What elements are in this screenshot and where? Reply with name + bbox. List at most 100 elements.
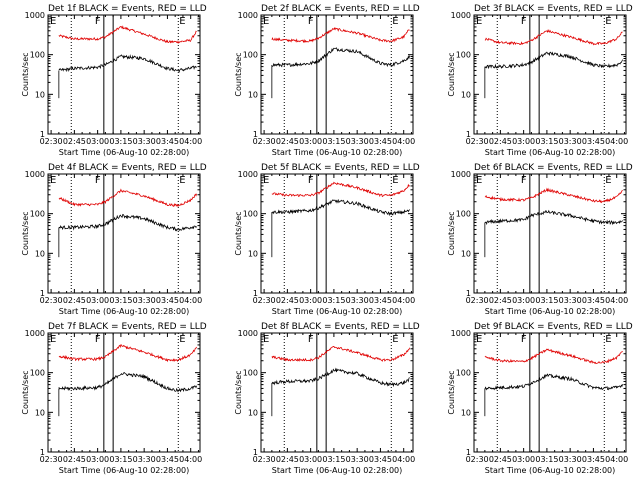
plot-frame (473, 173, 627, 294)
x-tick-label: 03:00 (299, 296, 322, 305)
y-tick-label: 100 (30, 369, 45, 378)
x-tick-label: 03:15 (535, 455, 558, 464)
region-label-f: F (308, 16, 314, 27)
detector-panel-7: Det 7f BLACK = Events, RED = LLD 1 10 100 10… (21, 322, 207, 475)
x-axis-label: Start Time (06-Aug-10 02:28:00) (272, 466, 403, 475)
panel-title: Det 5f BLACK = Events, RED = LLD (261, 163, 420, 173)
detector-panel-8: Det 8f BLACK = Events, RED = LLD 1 10 100 10… (234, 322, 420, 475)
x-axis-label: Start Time (06-Aug-10 02:28:00) (59, 148, 190, 157)
region-label-f: F (95, 16, 101, 27)
x-tick-label: 03:00 (512, 296, 535, 305)
y-tick-label: 10 (461, 408, 471, 417)
x-tick-label: 02:45 (489, 455, 512, 464)
x-tick-label: 03:30 (133, 296, 156, 305)
x-tick-label: 02:45 (276, 455, 299, 464)
y-tick-label: 10 (35, 408, 45, 417)
region-label-e: E (263, 16, 269, 27)
x-tick-label: 03:00 (86, 137, 109, 146)
detector-panel-4: Det 4f BLACK = Events, RED = LLD 1 10 100 10… (21, 163, 207, 316)
x-tick-label: 03:30 (346, 137, 369, 146)
plot-frame (260, 173, 414, 294)
x-tick-label: 03:15 (322, 296, 345, 305)
x-tick-label: 02:45 (63, 296, 86, 305)
x-tick-label: 03:45 (369, 455, 392, 464)
plot-frame (473, 14, 627, 135)
x-tick-label: 03:00 (299, 455, 322, 464)
x-tick-label: 03:00 (512, 137, 535, 146)
region-label-f: F (308, 334, 314, 345)
x-tick-label: 02:30 (253, 455, 276, 464)
x-tick-label: 03:30 (559, 137, 582, 146)
events-series-line (58, 372, 197, 393)
y-axis-label: Counts/sec (447, 52, 456, 96)
panel-title: Det 6f BLACK = Events, RED = LLD (474, 163, 633, 173)
y-tick-label: 1000 (451, 11, 471, 20)
x-tick-label: 02:30 (466, 455, 489, 464)
region-label-e: E (50, 334, 56, 345)
region-label-e: E (476, 16, 482, 27)
x-tick-label: 03:15 (109, 296, 132, 305)
y-axis-label: Counts/sec (21, 370, 30, 414)
region-label-e: E (179, 16, 185, 27)
x-tick-label: 03:15 (322, 455, 345, 464)
x-tick-label: 03:15 (322, 137, 345, 146)
y-tick-label: 100 (243, 51, 258, 60)
y-tick-label: 100 (456, 51, 471, 60)
lld-series-line (484, 187, 623, 204)
x-tick-label: 03:00 (86, 455, 109, 464)
x-tick-label: 02:45 (489, 137, 512, 146)
y-tick-label: 100 (456, 369, 471, 378)
region-label-f: F (521, 175, 527, 186)
panel-title: Det 3f BLACK = Events, RED = LLD (474, 4, 633, 14)
x-axis-label: Start Time (06-Aug-10 02:28:00) (59, 466, 190, 475)
y-tick-label: 1000 (451, 170, 471, 179)
y-tick-label: 10 (248, 249, 258, 258)
y-tick-label: 100 (30, 210, 45, 219)
events-series-line (484, 373, 623, 391)
y-tick-label: 100 (243, 369, 258, 378)
x-tick-label: 03:15 (535, 137, 558, 146)
x-tick-label: 04:00 (392, 137, 415, 146)
region-label-e: E (392, 334, 398, 345)
lld-series-line (58, 188, 197, 208)
x-tick-label: 03:30 (133, 455, 156, 464)
region-label-f: F (95, 334, 101, 345)
plot-frame (260, 332, 414, 453)
y-tick-label: 1 (253, 448, 258, 457)
plot-frame (47, 173, 201, 294)
region-label-e: E (50, 16, 56, 27)
y-tick-label: 100 (243, 210, 258, 219)
region-label-e: E (50, 175, 56, 186)
panel-title: Det 9f BLACK = Events, RED = LLD (474, 322, 633, 332)
x-tick-label: 03:15 (109, 455, 132, 464)
x-tick-label: 04:00 (605, 137, 628, 146)
x-axis-label: Start Time (06-Aug-10 02:28:00) (59, 307, 190, 316)
x-tick-label: 02:30 (253, 137, 276, 146)
x-tick-label: 02:45 (63, 137, 86, 146)
lld-series-line (484, 348, 623, 365)
x-tick-label: 04:00 (179, 455, 202, 464)
x-tick-label: 03:45 (369, 137, 392, 146)
region-label-f: F (95, 175, 101, 186)
x-tick-label: 02:30 (40, 455, 63, 464)
region-label-e: E (179, 334, 185, 345)
x-tick-label: 04:00 (392, 296, 415, 305)
x-axis-label: Start Time (06-Aug-10 02:28:00) (272, 148, 403, 157)
region-label-f: F (308, 175, 314, 186)
y-tick-label: 1 (40, 448, 45, 457)
lld-series-line (484, 28, 623, 46)
y-tick-label: 100 (456, 210, 471, 219)
y-tick-label: 1 (466, 448, 471, 457)
x-tick-label: 03:30 (346, 296, 369, 305)
detector-panel-1: Det 1f BLACK = Events, RED = LLD 1 10 100 10… (21, 4, 207, 157)
y-axis-label: Counts/sec (234, 52, 243, 96)
detector-panel-3: Det 3f BLACK = Events, RED = LLD 1 10 100 10… (447, 4, 633, 157)
y-axis-label: Counts/sec (21, 52, 30, 96)
x-tick-label: 04:00 (605, 296, 628, 305)
y-tick-label: 1000 (238, 11, 258, 20)
y-tick-label: 1000 (238, 329, 258, 338)
region-label-e: E (605, 16, 611, 27)
x-tick-label: 02:45 (276, 137, 299, 146)
